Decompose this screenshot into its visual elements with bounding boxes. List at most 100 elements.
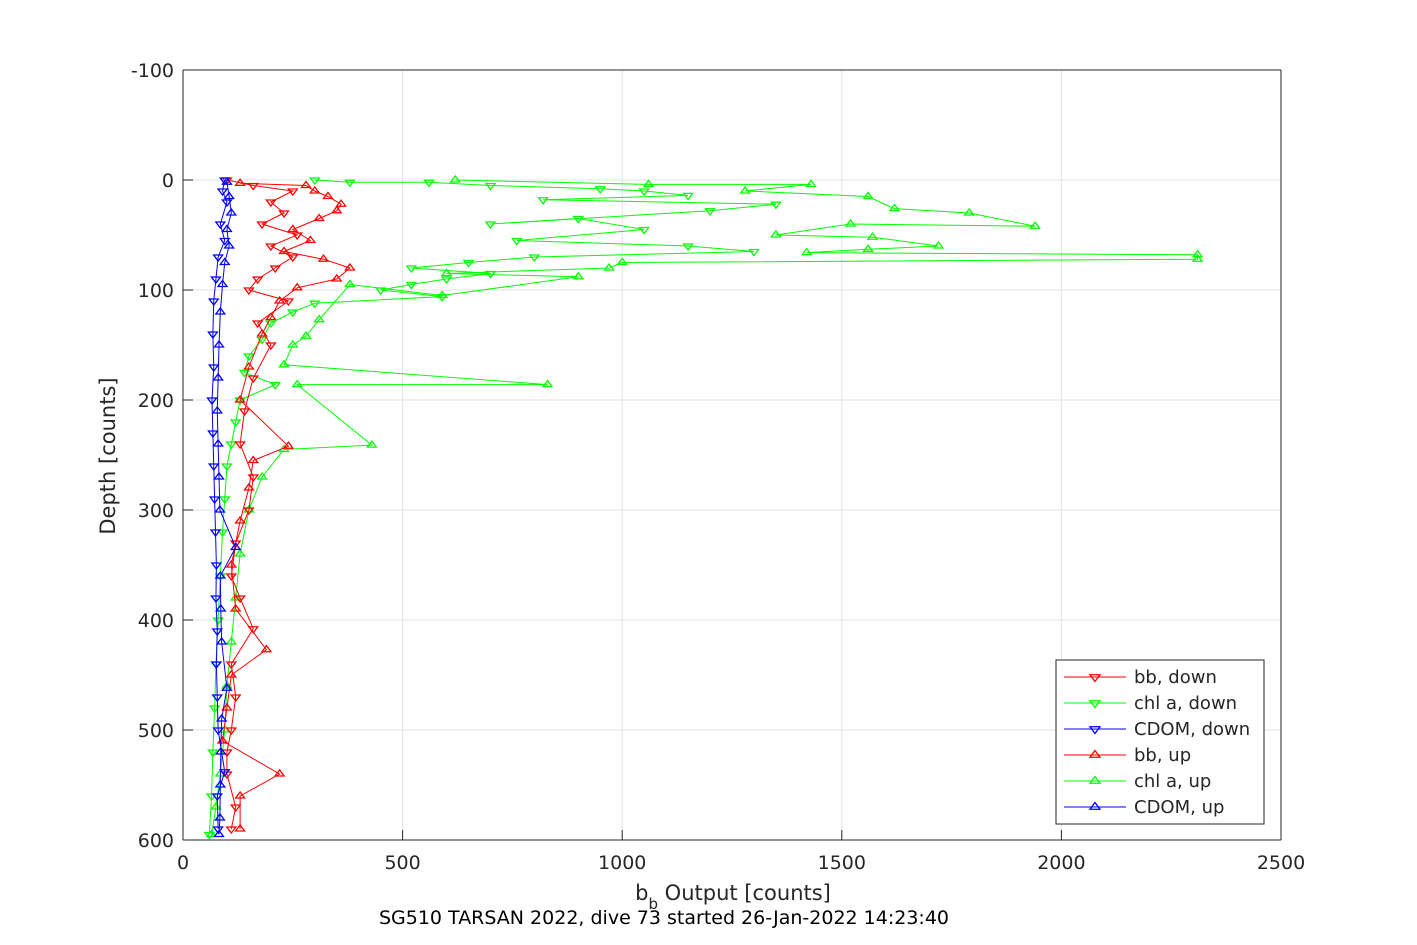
data-point [603,262,615,271]
legend-entry: CDOM, down [1064,719,1250,740]
data-point [436,290,448,299]
data-point [844,218,857,227]
data-point [225,207,238,216]
data-point [528,254,541,263]
data-point [256,471,268,480]
data-point [405,281,418,290]
data-point [330,273,343,282]
data-point [866,232,879,240]
data-point [229,694,242,703]
data-point [225,826,238,835]
data-point [234,515,246,524]
data-point [247,455,260,464]
y-tick-label: 300 [138,500,174,522]
data-point [211,793,224,802]
data-point [313,314,325,323]
data-point [225,661,238,670]
data-point [682,243,694,252]
legend-entry: chl a, up [1064,771,1211,792]
data-point [256,221,268,230]
data-point [216,188,229,197]
data-point [207,430,219,439]
data-point [225,727,238,736]
data-point [211,694,224,703]
legend-label: CDOM, up [1134,797,1224,818]
data-point [229,419,242,428]
data-point [218,237,231,246]
data-point [335,199,347,207]
data-point [214,746,227,755]
series-line [221,182,351,829]
legend-marker [1088,700,1102,709]
series-bb-up [216,178,356,832]
data-point [247,375,260,384]
data-point [278,359,290,368]
legend-marker [1088,674,1102,683]
data-point [1029,221,1041,229]
data-point [215,713,228,722]
legend-box [1055,659,1265,825]
x-tick-label: 1000 [598,852,646,874]
legend-entry: CDOM, up [1064,797,1224,818]
legend-label: bb, up [1134,745,1191,766]
y-tick-label: 0 [162,170,174,192]
data-point [366,439,378,448]
data-point [207,298,220,307]
data-point [221,177,233,185]
data-point [243,361,255,370]
x-axis-label-rest: Output [counts] [658,881,831,905]
data-point [449,174,462,183]
data-point [247,474,260,483]
data-point [269,381,282,390]
y-tick-label: 100 [138,280,174,302]
data-point [212,254,224,263]
data-point [484,221,497,230]
data-point [287,254,299,263]
data-point [638,226,650,235]
legend-entry: bb, down [1064,667,1217,688]
data-point [1191,254,1204,262]
x-tick-label: 2500 [1257,852,1305,874]
data-point [234,548,246,557]
x-tick-label: 2000 [1037,852,1085,874]
data-point [616,257,628,266]
series-line [211,179,1199,835]
data-point [209,529,222,538]
data-point [210,276,222,285]
data-point [213,471,225,480]
data-point [225,636,238,645]
data-point [234,595,246,604]
series-layer [203,174,1204,840]
data-point [208,705,221,714]
data-point [748,248,760,257]
data-point [207,749,219,758]
data-point [205,793,218,802]
data-point [234,441,246,450]
data-point [212,727,224,736]
data-point [221,683,233,691]
data-point [287,309,299,318]
data-point [229,804,242,813]
data-point [273,295,286,304]
legend-label: bb, down [1134,667,1217,688]
data-point [243,482,255,491]
data-point [260,644,273,653]
data-point [344,279,356,288]
data-point [313,213,325,222]
tick-labels: 0 500 1000 1500 2000 2500 -100 0 100 200 300 400 500… [131,60,1305,874]
data-point [287,339,299,348]
data-point [212,438,224,447]
data-point [282,298,295,307]
data-point [234,790,246,799]
y-tick-label: 400 [138,610,174,632]
data-point [214,221,227,230]
data-point [218,257,231,266]
data-point [214,812,226,821]
legend-entry: bb, up [1064,745,1191,766]
data-point [594,186,607,194]
series-cdom-down [206,177,233,835]
data-point [322,191,334,200]
data-point [205,829,218,838]
data-point [287,188,299,197]
data-point [273,768,286,777]
